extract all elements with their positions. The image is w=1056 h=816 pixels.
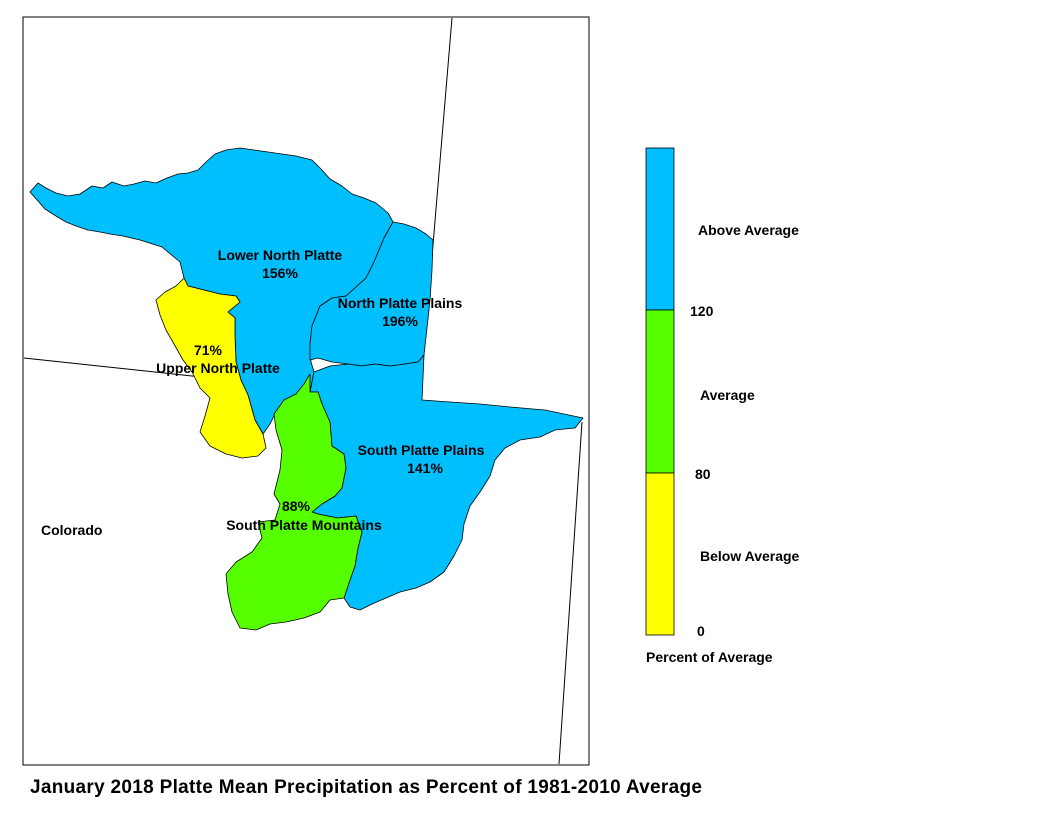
basin-labels: Lower North Platte 156% North Platte Pla…: [41, 247, 485, 538]
basin-label-south-platte-mountains: South Platte Mountains: [226, 517, 382, 533]
figure-title: January 2018 Platte Mean Precipitation a…: [30, 777, 702, 798]
basin-value-south-platte-plains: 141%: [407, 460, 443, 476]
basin-value-lower-north-platte: 156%: [262, 265, 298, 281]
basin-value-upper-north-platte: 71%: [194, 342, 223, 358]
basin-south-platte-mountains[interactable]: [225, 373, 363, 631]
legend-break-0: 0: [697, 623, 705, 639]
colorado-kansas-border: [558, 421, 583, 765]
state-label-colorado: Colorado: [41, 522, 102, 538]
legend: Above Average Average Below Average 120 …: [645, 147, 800, 665]
legend-label-below-average: Below Average: [700, 548, 800, 564]
legend-swatch-average: [645, 309, 675, 474]
basin-value-north-platte-plains: 196%: [382, 313, 418, 329]
basin-label-north-platte-plains: North Platte Plains: [338, 295, 463, 311]
basin-label-lower-north-platte: Lower North Platte: [218, 247, 343, 263]
legend-label-above-average: Above Average: [698, 222, 799, 238]
basin-polygons: [29, 147, 584, 631]
legend-label-average: Average: [700, 387, 755, 403]
legend-swatch-below-average: [645, 472, 675, 636]
legend-break-80: 80: [695, 466, 711, 482]
legend-break-120: 120: [690, 303, 714, 319]
basin-label-upper-north-platte: Upper North Platte: [156, 360, 280, 376]
basin-value-south-platte-mountains: 88%: [282, 498, 311, 514]
legend-swatch-above-average: [645, 147, 675, 311]
basin-upper-north-platte[interactable]: [155, 277, 267, 459]
basin-label-south-platte-plains: South Platte Plains: [358, 442, 485, 458]
legend-title: Percent of Average: [646, 649, 773, 665]
